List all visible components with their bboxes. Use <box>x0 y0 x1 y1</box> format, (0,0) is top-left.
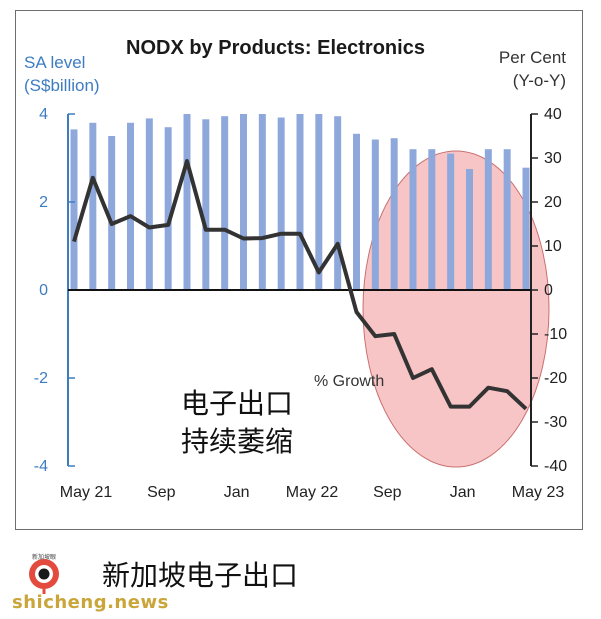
left-tick-label: 2 <box>39 194 48 211</box>
right-axis-label-line2: (Y-o-Y) <box>513 71 566 90</box>
right-tick-label: -20 <box>544 370 567 387</box>
right-tick-label: 40 <box>544 106 562 123</box>
left-tick-label: 4 <box>39 106 48 123</box>
bar <box>296 114 304 290</box>
bar <box>183 114 191 290</box>
bar <box>484 149 492 290</box>
bar <box>108 136 116 290</box>
bar <box>202 119 210 290</box>
bar <box>221 116 229 290</box>
bar <box>89 122 97 290</box>
bar <box>447 153 455 290</box>
right-tick-label: -30 <box>544 414 567 431</box>
chart-title: NODX by Products: Electronics <box>126 37 425 59</box>
x-tick-label: Jan <box>450 484 476 501</box>
bar <box>390 138 398 290</box>
right-tick-label: -40 <box>544 458 567 475</box>
left-axis-label-line1: SA level <box>24 53 85 72</box>
bar <box>353 133 360 290</box>
logo-icon: 新加坡眼 <box>14 544 74 596</box>
bar <box>145 118 153 291</box>
bar <box>240 114 247 290</box>
x-tick-label: May 23 <box>512 484 565 501</box>
x-tick-label: May 21 <box>60 484 113 501</box>
bar <box>503 149 511 290</box>
bar <box>164 127 172 290</box>
footer-caption: 新加坡电子出口 <box>102 559 299 592</box>
x-tick-label: Jan <box>224 484 250 501</box>
x-tick-label: Sep <box>147 484 176 501</box>
bar <box>371 139 379 290</box>
right-tick-label: 10 <box>544 238 562 255</box>
logo-text: 新加坡眼 <box>31 554 56 561</box>
growth-series-label: % Growth <box>314 373 384 390</box>
right-tick-label: 0 <box>544 282 553 299</box>
watermark-text: shicheng.news <box>12 592 169 613</box>
bar <box>409 149 417 290</box>
bar <box>70 129 78 290</box>
x-tick-label: May 22 <box>286 484 339 501</box>
bar <box>277 117 285 291</box>
left-axis-label-line2: (S$billion) <box>24 76 100 95</box>
bar <box>334 116 342 290</box>
bar <box>258 114 266 290</box>
right-tick-label: 20 <box>544 194 562 211</box>
left-tick-label: 0 <box>39 282 48 299</box>
x-tick-label: Sep <box>373 484 402 501</box>
footer: 新加坡眼 新加坡电子出口 shicheng.news <box>12 542 592 614</box>
right-tick-label: -10 <box>544 326 567 343</box>
bar <box>522 167 530 290</box>
chart-frame: 4 2 0 -2 -4 40 30 20 10 0 -10 -20 -30 -40 May 21 Sep Jan… <box>15 10 583 530</box>
left-tick-label: -2 <box>34 370 48 387</box>
bar <box>127 122 134 290</box>
bar <box>315 114 323 290</box>
right-tick-label: 30 <box>544 150 562 167</box>
right-axis-label-line1: Per Cent <box>499 48 566 67</box>
annotation-line1: 电子出口 <box>181 387 293 420</box>
bar <box>466 169 473 290</box>
bar <box>428 149 436 290</box>
annotation-line2: 持续萎缩 <box>181 425 293 458</box>
left-tick-label: -4 <box>34 458 48 475</box>
